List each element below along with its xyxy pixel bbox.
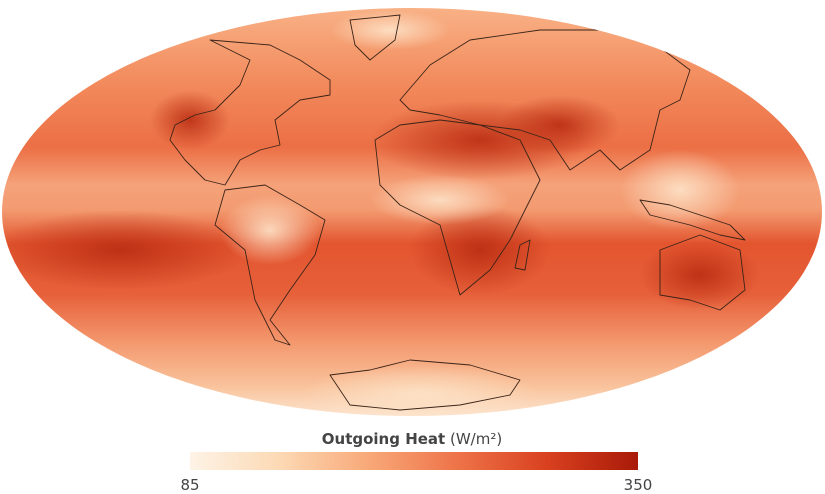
- colorbar-label: 85: [180, 476, 199, 494]
- colorbar: [190, 452, 638, 470]
- legend-unit: (W/m²): [450, 430, 502, 448]
- colorbar-labels: 85 350: [180, 476, 652, 494]
- colorbar-label: 350: [624, 476, 653, 494]
- legend-title-text: Outgoing Heat: [322, 430, 445, 448]
- map: [2, 8, 822, 416]
- legend-title: Outgoing Heat (W/m²): [322, 430, 502, 448]
